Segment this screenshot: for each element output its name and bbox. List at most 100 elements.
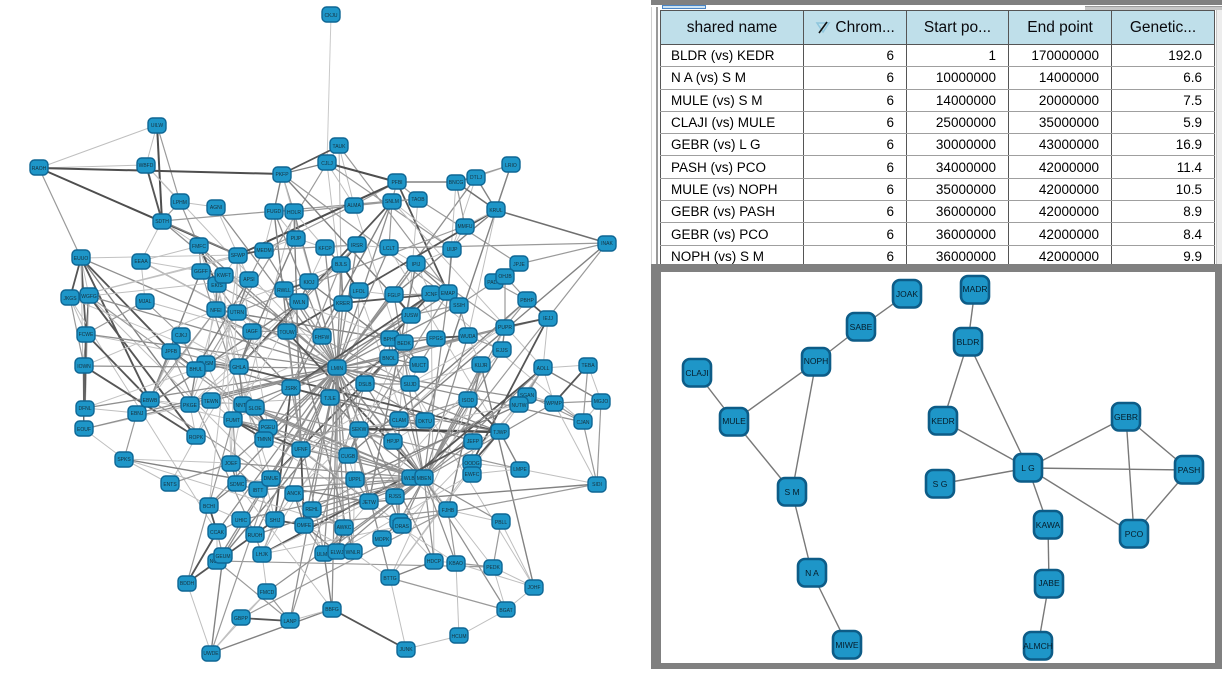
svg-text:TMNN: TMNN (257, 437, 272, 443)
svg-text:EOUF: EOUF (77, 427, 91, 433)
svg-text:KRER: KRER (336, 301, 350, 307)
svg-text:WNLR: WNLR (346, 550, 361, 556)
svg-text:ALMA: ALMA (347, 203, 361, 209)
svg-text:OHJB: OHJB (498, 274, 512, 280)
svg-text:DSLB: DSLB (358, 382, 372, 388)
svg-text:MEDM: MEDM (256, 248, 271, 254)
svg-text:BNCG: BNCG (449, 180, 464, 186)
svg-text:LHJK: LHJK (256, 552, 269, 558)
svg-text:BBFG: BBFG (325, 607, 339, 613)
svg-text:ULMM: ULMM (317, 552, 332, 558)
svg-text:EUUO: EUUO (74, 256, 89, 262)
svg-text:DKTU: DKTU (418, 419, 432, 425)
svg-text:LANP: LANP (283, 619, 297, 625)
svg-text:RUOH: RUOH (248, 533, 263, 539)
svg-text:SPKS: SPKS (117, 457, 131, 463)
svg-text:AWKC: AWKC (337, 525, 352, 531)
svg-text:ELWJ: ELWJ (331, 550, 344, 556)
svg-text:BPHF: BPHF (383, 337, 396, 343)
svg-text:FMCD: FMCD (260, 590, 275, 596)
svg-text:KBAO: KBAO (449, 561, 463, 567)
svg-text:SIDI: SIDI (592, 482, 602, 488)
svg-text:KEDR: KEDR (931, 416, 955, 426)
svg-text:BEDK: BEDK (397, 341, 411, 347)
svg-text:DTLJ: DTLJ (470, 175, 482, 181)
svg-text:FPGS: FPGS (429, 336, 443, 342)
svg-text:MMFU: MMFU (458, 224, 473, 230)
svg-text:JABE: JABE (1038, 578, 1060, 588)
svg-text:ALMCH: ALMCH (1023, 641, 1053, 651)
svg-text:NOPH: NOPH (804, 356, 829, 366)
svg-text:KWFT: KWFT (217, 273, 231, 279)
svg-text:REHL: REHL (305, 507, 319, 513)
svg-text:IWLN: IWLN (293, 300, 306, 306)
svg-text:BCHI: BCHI (203, 504, 215, 510)
svg-text:SABE: SABE (850, 322, 873, 332)
svg-text:EKIS: EKIS (211, 283, 223, 289)
svg-text:IOWN: IOWN (77, 364, 91, 370)
svg-text:CJKJ: CJKJ (175, 333, 187, 339)
svg-text:CLAM: CLAM (392, 418, 406, 424)
svg-text:FUGD: FUGD (267, 209, 282, 215)
svg-text:WLBE: WLBE (404, 476, 419, 482)
svg-text:LCLT: LCLT (383, 246, 395, 252)
svg-text:UFNF: UFNF (294, 447, 307, 453)
svg-text:NFEI: NFEI (210, 308, 221, 314)
svg-text:GHLA: GHLA (232, 365, 246, 371)
svg-text:FMFC: FMFC (192, 244, 206, 250)
svg-text:BLDR: BLDR (957, 337, 980, 347)
svg-text:KUJR: KUJR (474, 363, 487, 369)
svg-text:DFNL: DFNL (78, 406, 91, 412)
svg-text:N A: N A (805, 568, 819, 578)
svg-text:S M: S M (784, 487, 799, 497)
svg-text:OMFE: OMFE (297, 523, 312, 529)
svg-text:PCO: PCO (1125, 529, 1144, 539)
svg-text:MULE: MULE (722, 416, 746, 426)
svg-text:JPJE: JPJE (513, 262, 525, 268)
svg-text:PKGE: PKGE (183, 403, 198, 409)
svg-text:JSRK: JSRK (285, 386, 298, 392)
svg-text:EBWB: EBWB (143, 398, 158, 404)
svg-text:IAGF: IAGF (246, 329, 258, 335)
svg-text:JCNF: JCNF (425, 292, 438, 298)
svg-text:UTRN: UTRN (230, 310, 244, 316)
svg-text:UHIC: UHIC (235, 518, 248, 524)
svg-text:TEWN: TEWN (204, 399, 219, 405)
svg-text:BTTG: BTTG (383, 576, 396, 582)
svg-text:BNOL: BNOL (382, 356, 396, 362)
svg-text:JPFB: JPFB (165, 349, 178, 355)
svg-text:BJLS: BJLS (335, 262, 348, 268)
svg-text:AGNI: AGNI (210, 205, 222, 211)
svg-text:JKGS: JKGS (63, 296, 77, 302)
svg-text:IPIJ: IPIJ (412, 262, 421, 268)
svg-text:MJAL: MJAL (139, 299, 152, 305)
svg-text:PFBI: PFBI (391, 180, 402, 186)
svg-text:UWDE: UWDE (203, 651, 219, 657)
svg-text:ISOD: ISOD (462, 398, 475, 404)
svg-text:CCAK: CCAK (210, 530, 225, 536)
svg-text:OODG: OODG (464, 461, 479, 467)
svg-text:KIOJ: KIOJ (303, 280, 315, 286)
svg-text:SNLM: SNLM (385, 199, 399, 205)
svg-text:CLAJI: CLAJI (685, 368, 708, 378)
svg-text:UILW: UILW (151, 123, 163, 129)
svg-text:ROPK: ROPK (189, 435, 204, 441)
svg-text:FCWE: FCWE (79, 332, 94, 338)
svg-text:RWLL: RWLL (277, 288, 291, 294)
svg-text:GEBR: GEBR (1114, 412, 1138, 422)
svg-text:LRIO: LRIO (505, 163, 517, 169)
svg-text:LMIN: LMIN (331, 366, 343, 372)
svg-text:HPJP: HPJP (387, 439, 400, 445)
svg-text:GBPP: GBPP (234, 616, 249, 622)
svg-text:SUJD: SUJD (403, 382, 416, 388)
svg-text:SDMC: SDMC (230, 482, 245, 488)
svg-text:JUNK: JUNK (399, 647, 413, 653)
svg-text:TOUW: TOUW (279, 330, 294, 336)
svg-text:PADU: PADU (487, 280, 501, 286)
svg-text:JEFP: JEFP (467, 439, 480, 445)
svg-text:JETW: JETW (362, 500, 376, 506)
svg-text:WGFG: WGFG (81, 294, 97, 300)
svg-text:GEUM: GEUM (216, 554, 231, 560)
svg-text:L G: L G (1021, 463, 1034, 473)
svg-text:WBFD: WBFD (139, 163, 154, 169)
